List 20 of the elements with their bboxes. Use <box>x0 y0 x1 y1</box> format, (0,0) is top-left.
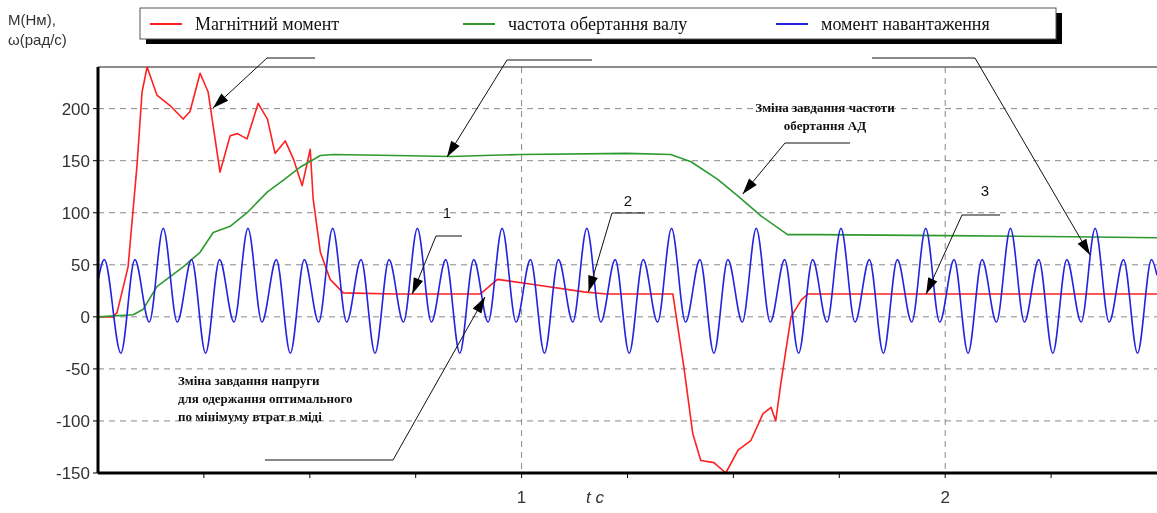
y-tick-label: 150 <box>61 151 90 171</box>
annotation: Зміна завдання напруги для одержання оптимального по мінімуму втрат в міді <box>178 373 353 424</box>
line-series <box>97 66 1157 474</box>
y-tick-label: 100 <box>61 203 90 223</box>
line-series <box>97 227 1157 355</box>
legend-label: частота обертання валу <box>508 14 688 34</box>
annotation: 3 <box>980 182 990 199</box>
annotation: 2 <box>623 192 633 209</box>
y-tick-label: -50 <box>65 359 90 379</box>
x-axis-title: t c <box>586 488 605 507</box>
y-tick-label: 0 <box>80 307 90 327</box>
y-tick-label: -100 <box>55 411 90 431</box>
y-tick-label: 50 <box>71 255 90 275</box>
y-axis-title: М(Нм), ω(рад/с) <box>8 11 67 48</box>
annotation: Зміна завдання частоти обертання АД <box>755 100 896 133</box>
y-tick-label: -150 <box>55 463 90 483</box>
legend-label: Магнітний момент <box>195 14 340 34</box>
y-tick-label: 200 <box>61 99 90 119</box>
annotation: 1 <box>442 204 452 221</box>
legend-label: момент навантаження <box>821 14 990 34</box>
